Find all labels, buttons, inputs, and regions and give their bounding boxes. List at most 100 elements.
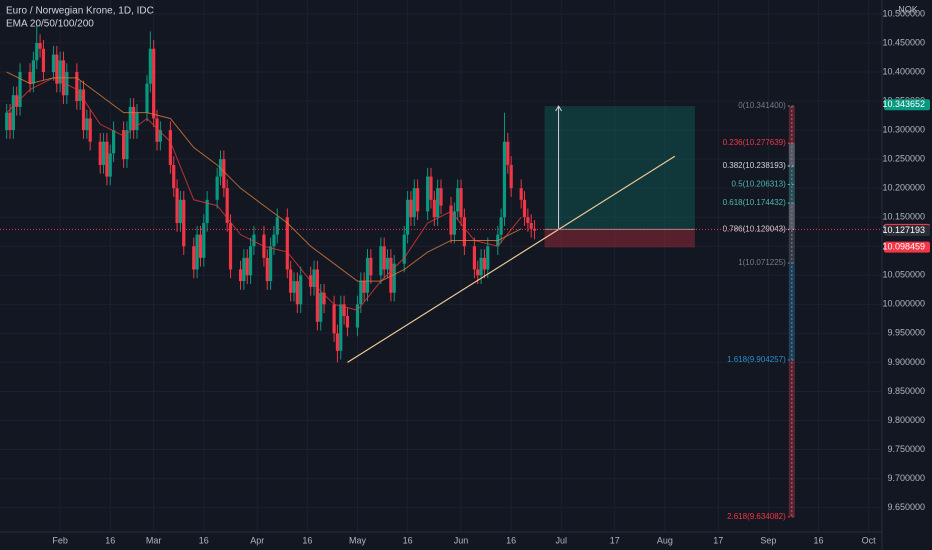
price-badge [884,99,930,111]
candle-body [28,72,32,84]
profit-zone [544,106,695,230]
candle-body [222,159,226,189]
candle-body [58,60,62,84]
y-tick-label: 9.950000 [887,328,925,338]
fib-zone [788,106,795,144]
candle-body [51,54,56,73]
x-tick-label: Jul [556,535,568,545]
x-tick-label: 16 [506,535,516,545]
candle-body [55,54,59,84]
x-tick-label: 16 [403,535,413,545]
candle-body [412,188,416,218]
x-tick-label: Mar [146,535,162,545]
price-badge-label: 10.343652 [882,99,925,109]
candle-body [482,257,487,270]
x-tick-label: Jun [454,535,469,545]
ema-line [6,77,522,311]
y-tick-label: 10.450000 [882,37,925,47]
candle-body [202,223,206,258]
y-tick-label: 10.400000 [882,66,925,76]
candle-body [416,188,420,212]
candle-body [128,106,132,131]
candle-body [81,89,86,131]
candle-body [122,130,126,160]
candle-body [426,176,430,212]
candle-body [335,333,340,351]
candle-body [158,130,162,142]
candle-body [192,246,196,270]
candle-body [269,246,273,282]
candle-body [41,48,46,73]
y-tick-label: 9.700000 [887,473,925,483]
y-tick-label: 9.750000 [887,444,925,454]
candle-body [299,275,303,305]
candle-body [409,199,413,218]
y-tick-label: 10.150000 [882,212,925,222]
candle-body [439,188,443,206]
candle-body [526,217,530,224]
indicator-legend: EMA 20/50/100/200 [6,19,94,30]
candle-body [379,246,383,276]
candle-body [8,112,12,131]
fib-label: 0(10.341400) [738,101,786,110]
candle-body [385,257,390,270]
x-tick-label: 16 [814,535,824,545]
candle-body [198,234,203,258]
candle-body [332,304,336,334]
candle-body [319,292,323,322]
candle-body [339,304,343,351]
candle-body [345,315,350,328]
candle-body [245,257,249,276]
candle-body [499,217,503,235]
candle-body [31,60,36,84]
candle-body [432,199,436,218]
candle-body [369,257,373,276]
currency-label: NOK [898,4,918,14]
fib-label: 1(10.071225) [738,258,786,267]
loss-zone [544,229,695,248]
x-tick-label: Apr [250,535,264,545]
y-tick-label: 10.500000 [882,8,925,18]
y-tick-label: 9.800000 [887,415,925,425]
candle-body [205,199,209,224]
x-tick-label: Sep [760,535,776,545]
candle-body [248,246,253,276]
fib-label: 2.618(9.634082) [727,512,786,521]
candle-body [125,130,129,160]
fib-label: 0.618(10.174432) [723,198,787,207]
candle-body [359,281,363,305]
candle-body [111,130,116,154]
x-tick-label: 16 [105,535,115,545]
candle-body [452,211,456,235]
candle-body [292,281,296,293]
candle-body [5,112,9,131]
candle-body [98,141,102,165]
candle-body [252,234,256,247]
candle-body [402,234,406,264]
candle-body [85,118,89,131]
ema-line [6,71,522,282]
price-badge [884,241,930,253]
candle-body [168,130,172,165]
candle-body [285,217,289,270]
candle-body [272,234,276,247]
candle-body [436,188,440,218]
candle-body [225,188,229,224]
candle-body [382,246,386,270]
candle-body [155,118,159,142]
x-tick-label: Feb [52,535,68,545]
x-tick-label: Oct [862,535,877,545]
candle-body [312,269,316,287]
x-tick-label: May [349,535,367,545]
candle-body [479,257,483,276]
fib-label: 1.618(9.904257) [727,355,786,364]
candle-body [132,106,136,131]
chart-title: Euro / Norwegian Krone, 1D, IDC [6,6,154,17]
candle-body [322,292,326,305]
candle-body [228,223,233,270]
candle-body [405,199,410,235]
candle-body [108,153,112,177]
candle-body [182,199,186,247]
candle-body [355,304,360,328]
